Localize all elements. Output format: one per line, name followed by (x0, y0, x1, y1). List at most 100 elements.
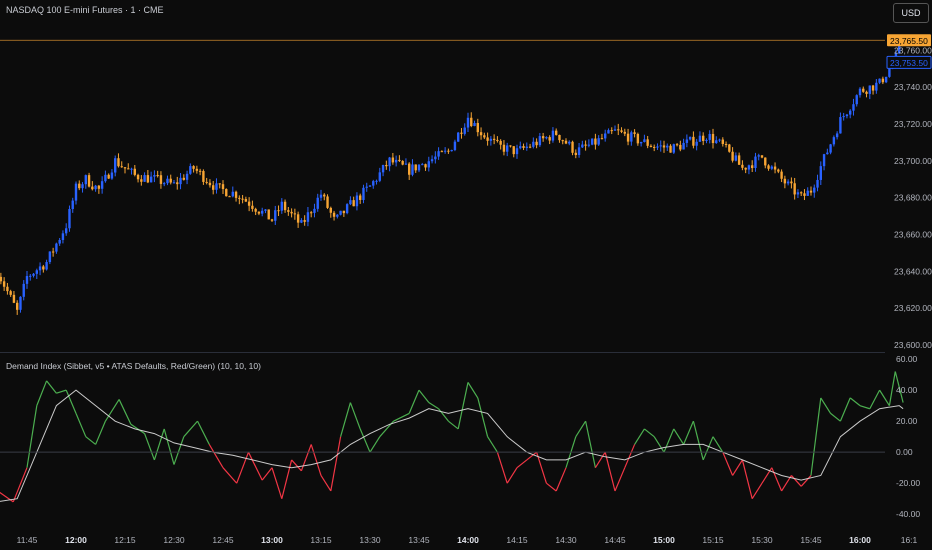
candle-body (581, 144, 584, 148)
demand-index-segment (418, 389, 430, 403)
candle-body (156, 175, 159, 177)
candle-body (293, 213, 297, 215)
candle-body (104, 174, 107, 182)
candle-body (303, 220, 306, 222)
candle-body (149, 176, 153, 183)
candle-body (130, 168, 133, 170)
candle-body (51, 251, 55, 253)
candle-body (61, 233, 65, 240)
candle-body (666, 145, 669, 148)
candle-body (548, 137, 551, 141)
candle-body (888, 68, 891, 77)
candle-body (466, 117, 470, 128)
candle-body (280, 201, 283, 211)
candle-body (283, 201, 287, 211)
candle-body (499, 140, 502, 145)
candle-body (254, 208, 257, 212)
candle-body (819, 166, 822, 180)
candle-body (741, 164, 744, 168)
candle-body (835, 133, 839, 138)
indicator-title[interactable]: Demand Index (Sibbet, v5 • ATAS Defaults… (6, 361, 261, 371)
candle-body (247, 201, 251, 206)
candle-body (555, 130, 558, 135)
candle-body (261, 210, 264, 214)
demand-index-segment (526, 451, 537, 461)
candle-body (780, 171, 783, 179)
candle-body (839, 117, 842, 134)
second-price-label: 23,753.50 (890, 58, 928, 68)
candle-body (48, 251, 52, 263)
demand-index-segment (585, 421, 596, 468)
demand-index-segment (506, 467, 518, 484)
candle-body (42, 266, 45, 270)
demand-index-segment (555, 467, 567, 492)
demand-index-segment (722, 451, 734, 476)
candle-body (865, 91, 868, 94)
candle-body (571, 141, 574, 153)
candle-body (492, 138, 496, 140)
candles-layer (0, 39, 904, 315)
candle-body (310, 212, 313, 214)
candle-body (541, 136, 545, 139)
demand-index-segment (85, 436, 96, 445)
candle-body (617, 129, 620, 131)
candle-body (290, 211, 293, 214)
candle-body (424, 164, 427, 168)
demand-index-segment (438, 408, 449, 422)
candle-body (434, 156, 437, 160)
candle-body (332, 212, 336, 217)
candle-body (107, 174, 110, 179)
demand-index-segment (12, 467, 28, 503)
demand-index-segment (359, 428, 371, 453)
demand-index-segment (247, 451, 263, 481)
candle-body (136, 174, 140, 180)
candle-body (672, 144, 675, 153)
demand-index-segment (144, 433, 155, 461)
candle-body (277, 210, 280, 212)
demand-index-segment (369, 436, 381, 453)
candle-body (55, 243, 58, 252)
candle-body (359, 195, 362, 200)
time-tick-label: 12:30 (163, 535, 185, 545)
time-tick-label: 12:00 (65, 535, 87, 545)
candle-body (767, 165, 770, 169)
indicator-axis[interactable]: 60.00 40.00 20.00 0.00 -20.00 -40.00 (0, 354, 920, 519)
candle-body (770, 166, 773, 169)
candle-body (610, 130, 613, 132)
candle-body (172, 182, 176, 184)
chart-title[interactable]: NASDAQ 100 E-mini Futures · 1 · CME (6, 5, 164, 15)
demand-index-segment (761, 467, 773, 484)
candle-body (2, 281, 6, 287)
demand-index-segment (26, 405, 38, 468)
candle-body (391, 157, 395, 163)
candle-body (16, 302, 19, 310)
candle-body (662, 145, 666, 148)
demand-index-segment (163, 428, 175, 465)
time-tick-label: 15:15 (702, 535, 724, 545)
candle-body (29, 275, 32, 277)
demand-index-segment (536, 452, 547, 484)
time-tick-label: 14:00 (457, 535, 479, 545)
candle-body (202, 171, 205, 182)
demand-index-segment (281, 459, 293, 499)
candle-body (323, 194, 326, 197)
candle-body (375, 180, 378, 182)
price-axis[interactable]: 23,760.00 23,740.00 23,720.00 23,700.00 23,6… (0, 34, 932, 350)
candle-body (522, 146, 525, 148)
time-axis[interactable]: 11:45 12:00 12:15 12:30 12:45 13:00 13:15 13:30… (17, 535, 918, 545)
currency-button[interactable]: USD (893, 3, 929, 23)
candle-body (120, 166, 123, 168)
demand-index-segment (457, 382, 469, 430)
indicator-pane[interactable] (0, 371, 904, 503)
demand-index-segment (477, 397, 489, 437)
candle-body (329, 207, 332, 213)
candle-body (231, 191, 234, 197)
candle-body (362, 187, 365, 200)
indicator-tick-label: 40.00 (896, 385, 918, 395)
candle-body (71, 200, 74, 210)
candle-body (852, 104, 855, 111)
candle-body (25, 276, 29, 284)
price-tick-label: 23,760.00 (894, 45, 932, 55)
candle-body (352, 200, 355, 207)
